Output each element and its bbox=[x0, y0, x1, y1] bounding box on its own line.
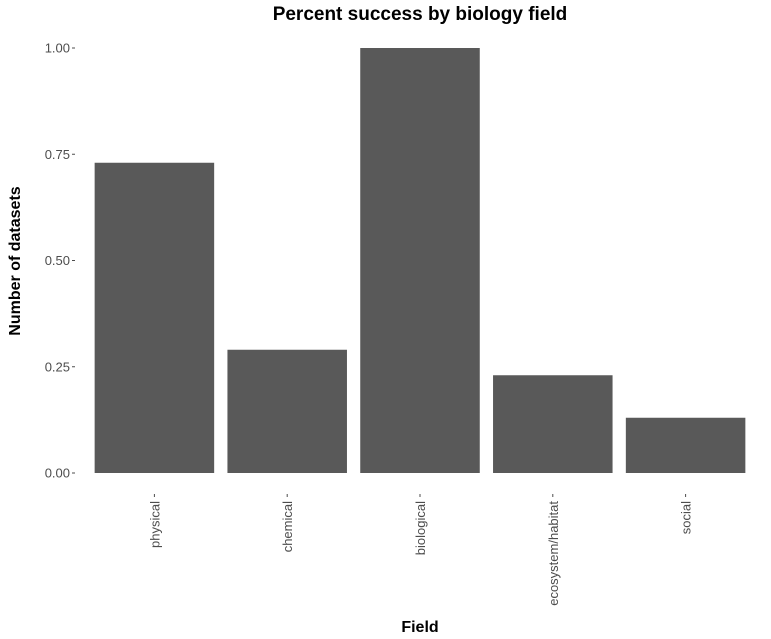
y-axis-title: Number of datasets bbox=[7, 186, 24, 335]
y-tick-label: 0.00 bbox=[45, 466, 70, 481]
bars bbox=[94, 48, 746, 473]
bar-ecosystem-habitat bbox=[493, 375, 613, 473]
bar-biological bbox=[360, 48, 480, 473]
y-tick-label: 0.75 bbox=[45, 147, 70, 162]
x-axis: physical chemical biological ecosystem/habi… bbox=[147, 494, 694, 606]
x-tick-label: ecosystem/habitat bbox=[546, 501, 561, 606]
bar-chemical bbox=[227, 349, 347, 473]
y-tick-label: 0.50 bbox=[45, 253, 70, 268]
x-tick-label: social bbox=[679, 501, 694, 534]
x-tick-label: biological bbox=[413, 501, 428, 555]
x-tick-label: chemical bbox=[280, 501, 295, 552]
x-axis-title: Field bbox=[401, 619, 438, 636]
x-tick-label: physical bbox=[147, 501, 162, 548]
y-tick-label: 1.00 bbox=[45, 41, 70, 56]
y-axis: 0.00 0.25 0.50 0.75 1.00 bbox=[45, 41, 75, 481]
chart-title: Percent success by biology field bbox=[273, 4, 568, 25]
bar-physical bbox=[94, 162, 215, 473]
bar-social bbox=[625, 417, 746, 473]
y-tick-label: 0.25 bbox=[45, 359, 70, 374]
